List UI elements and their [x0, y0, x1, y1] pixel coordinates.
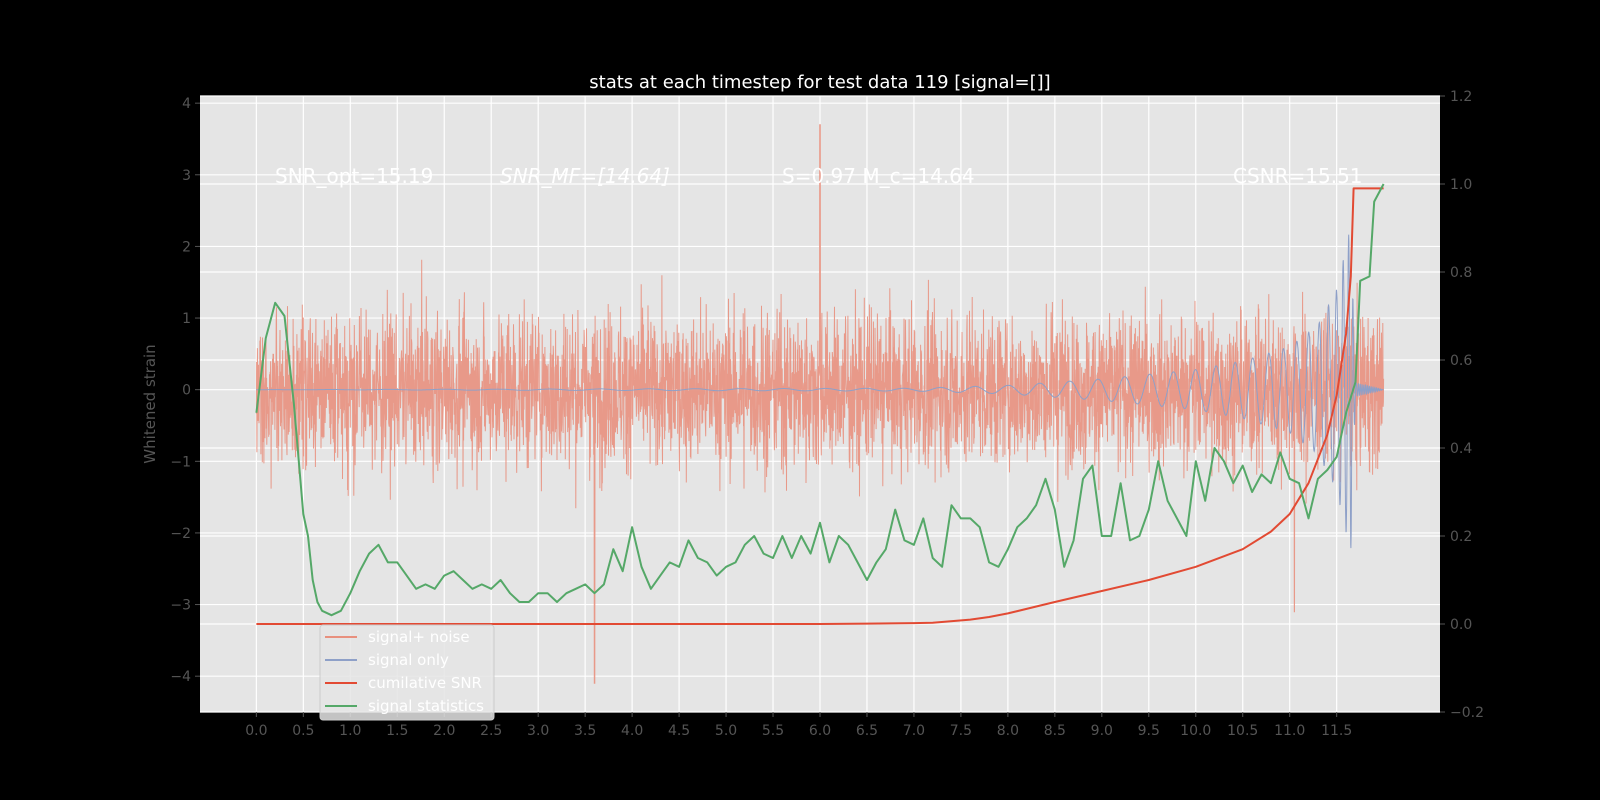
x-tick-label: 10.5	[1227, 723, 1258, 739]
legend-box	[319, 624, 495, 721]
y-right-tick-label: 0.6	[1450, 353, 1472, 369]
x-tick-label: 9.0	[1091, 723, 1113, 739]
y-left-tick-label: −3	[170, 598, 191, 614]
x-tick-label: 11.0	[1274, 723, 1305, 739]
signal-only-series	[256, 234, 1384, 549]
y-left-tick-label: 1	[182, 311, 191, 327]
y-right-tick-label: 1.2	[1450, 89, 1472, 105]
x-tick-label: 1.0	[339, 723, 361, 739]
series-signal-noise-line	[255, 124, 1385, 684]
y-left-tick-label: 2	[182, 239, 191, 255]
series-signal-statistics-line	[255, 183, 1385, 617]
y-right-tick-label: 0.8	[1450, 265, 1472, 281]
y-right-tick-label: 0.2	[1450, 529, 1472, 545]
x-tick-label: 10.0	[1180, 723, 1211, 739]
y-right-tick-label: 0.0	[1450, 617, 1472, 633]
x-tick-label: 4.0	[621, 723, 643, 739]
x-tick-label: 7.5	[950, 723, 972, 739]
x-tick-label: 7.0	[903, 723, 925, 739]
x-tick-label: 3.0	[527, 723, 549, 739]
x-tick-label: 2.0	[433, 723, 455, 739]
x-tick-label: 4.5	[668, 723, 690, 739]
y-right-tick-label: 0.4	[1450, 441, 1472, 457]
x-tick-label: 1.5	[386, 723, 408, 739]
signal-noise-series	[255, 124, 1385, 684]
legend-label-stats: signal statistics	[368, 697, 484, 715]
legend-label-csnr: cumilative SNR	[368, 674, 482, 692]
annotation-csnr: CSNR=15.51	[1233, 164, 1363, 188]
annotation-snr-opt: SNR_opt=15.19	[275, 164, 433, 188]
x-tick-label: 8.5	[1044, 723, 1066, 739]
legend: signal+ noise signal only cumilative SNR…	[319, 624, 495, 721]
annotations: SNR_opt=15.19 SNR_MF=[14.64] S=0.97 M_c=…	[275, 164, 1363, 188]
y-right-tick-label: 1.0	[1450, 177, 1472, 193]
series-signal-only-line	[256, 234, 1384, 549]
x-tick-label: 0.5	[292, 723, 314, 739]
y-left-tick-label: 4	[182, 96, 191, 112]
annotation-s-mc: S=0.97 M_c=14.64	[782, 164, 975, 188]
y-right-tick-label: −0.2	[1450, 705, 1484, 721]
y-left-tick-label: −2	[170, 526, 191, 542]
y-axis-label: Whitened strain	[141, 344, 159, 463]
y-left-tick-label: −4	[170, 669, 191, 685]
y-left-tick-label: 3	[182, 168, 191, 184]
x-tick-label: 8.0	[997, 723, 1019, 739]
y-left-tick-label: −1	[170, 454, 191, 470]
line-series	[255, 183, 1385, 625]
x-tick-label: 0.0	[245, 723, 267, 739]
x-tick-label: 9.5	[1138, 723, 1160, 739]
legend-label-noise: signal+ noise	[368, 628, 470, 646]
series-cumilative-snr-line	[256, 187, 1384, 625]
x-tick-label: 5.0	[715, 723, 737, 739]
x-tick-label: 6.5	[856, 723, 878, 739]
x-tick-label: 6.0	[809, 723, 831, 739]
chart-title: stats at each timestep for test data 119…	[589, 72, 1050, 93]
legend-label-signal: signal only	[368, 651, 449, 669]
x-tick-label: 5.5	[762, 723, 784, 739]
grid	[200, 95, 1440, 713]
x-tick-label: 3.5	[574, 723, 596, 739]
annotation-snr-mf: SNR_MF=[14.64]	[500, 164, 670, 188]
x-tick-label: 2.5	[480, 723, 502, 739]
axes: 0.0 0.5 1.0 1.5 2.0 2.5 3.0 3.5 4.0 4.5 5.0 5.5 6.0 6…	[170, 89, 1484, 739]
x-tick-label: 11.5	[1321, 723, 1352, 739]
y-left-tick-label: 0	[182, 383, 191, 399]
